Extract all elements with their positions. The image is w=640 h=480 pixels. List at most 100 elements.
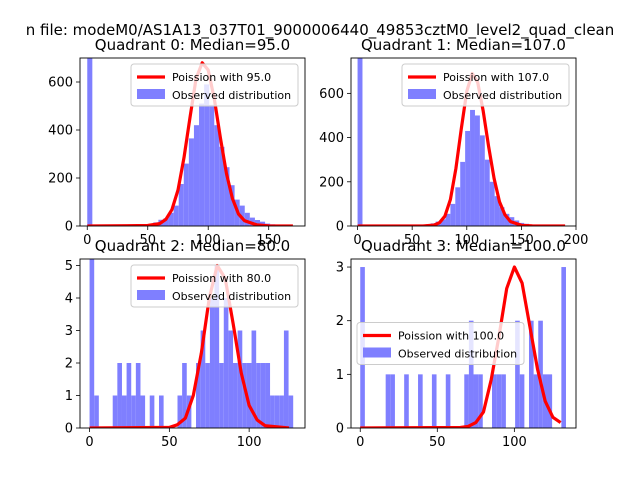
legend: Poission with 107.0 Observed distribution [402,64,569,106]
legend-label-observed: Observed distribution [398,348,517,361]
y-tick-label: 400 [48,124,73,139]
legend: Poission with 95.0 Observed distribution [131,64,298,106]
x-tick-label: 0 [85,435,93,450]
legend-label-observed: Observed distribution [443,89,562,102]
y-tick-label: 3 [65,324,73,339]
histogram-bar [214,125,219,226]
panel-quadrant-2: 0 50 100 0 1 2 3 4 5 Quadrant 2: Median=80.0 Poiss… [65,237,305,450]
histogram-bar [480,135,485,226]
legend-bar-swatch [137,89,165,99]
histogram-bar [184,164,189,226]
y-tick-label: 0 [336,422,344,437]
subplot-title: Quadrant 3: Median=100.0 [361,237,566,255]
x-tick-label: 0 [356,435,364,450]
histogram-bar [189,138,194,226]
histogram-bar [159,396,164,429]
y-tick-label: 2 [336,314,344,329]
x-tick-label: 50 [429,435,446,450]
y-tick-label: 4 [65,292,73,307]
legend-label-observed: Observed distribution [172,290,291,303]
y-tick-label: 1 [336,368,344,383]
histogram-bar [455,187,460,226]
histogram-bar [432,374,437,428]
figure: n file: modeM0/AS1A13_037T01_9000006440_… [0,0,640,480]
legend-bar-swatch [363,348,391,358]
histogram-bar [113,396,118,429]
histogram-bar [501,374,506,428]
histogram-bar [446,374,451,428]
histogram-bar [289,396,294,429]
histogram-bar [205,363,210,428]
legend-bar-swatch [137,290,165,300]
histogram-bar [358,58,363,226]
histogram-bar [127,363,132,428]
histogram-bar [131,396,136,429]
legend-label-observed: Observed distribution [172,89,291,102]
histogram-bar [534,374,539,428]
x-tick-label: 100 [237,435,262,450]
y-tick-label: 600 [319,87,344,102]
y-tick-label: 0 [65,220,73,235]
histogram-bar [136,363,141,428]
y-tick-label: 600 [48,76,73,91]
histogram-bar [90,259,95,428]
histogram-bar [475,115,480,226]
histogram-bar [284,331,289,429]
histogram-bar [279,396,284,429]
y-tick-label: 200 [48,172,73,187]
histogram-bar [390,374,395,428]
histogram-bar [450,204,455,226]
subplot-title: Quadrant 2: Median=80.0 [95,237,290,255]
legend-label-poisson: Poission with 100.0 [398,330,504,343]
histogram-bar [270,396,275,429]
y-tick-label: 5 [65,259,73,274]
legend: Poission with 100.0 Observed distribution [357,323,524,365]
histogram-bar [386,374,391,428]
y-tick-label: 2 [65,357,73,372]
histogram-bar [497,374,502,428]
y-tick-label: 0 [65,422,73,437]
histogram-bar [492,374,497,428]
legend-label-poisson: Poission with 95.0 [172,71,271,84]
x-tick-label: 50 [161,435,178,450]
histogram-bar [174,206,179,226]
histogram-bar [464,374,469,428]
legend-label-poisson: Poission with 107.0 [443,71,549,84]
histogram-bar [465,131,470,226]
histogram-bar [233,363,238,428]
y-tick-label: 200 [319,175,344,190]
histogram-bar [194,125,199,226]
y-tick-label: 3 [336,261,344,276]
x-tick-label: 0 [83,233,91,248]
subplot-title: Quadrant 0: Median=95.0 [95,36,290,54]
legend: Poission with 80.0 Observed distribution [131,265,298,307]
histogram-bar [210,298,215,428]
histogram-bar [485,160,490,226]
histogram-bar [460,162,465,226]
y-tick-label: 0 [336,220,344,235]
histogram-bar [265,363,270,428]
histogram-bar [418,374,423,428]
histogram-bar [140,396,145,429]
y-tick-label: 1 [65,389,73,404]
panel-quadrant-0: 0 50 100 150 0 200 400 600 Quadrant 0: Median=95… [48,36,305,248]
histogram-bar [87,58,92,226]
histogram-bar [228,331,233,429]
histogram-bar [94,396,99,429]
histogram-bar [219,363,224,428]
legend-bar-swatch [408,89,436,99]
histogram-bar [224,298,229,428]
histogram-bar [470,110,475,226]
histogram-bar [520,374,525,428]
x-tick-label: 100 [502,435,527,450]
histogram-bar [275,396,280,429]
legend-label-poisson: Poission with 80.0 [172,272,271,285]
histogram-bar [209,105,214,226]
histogram-bar [150,396,155,429]
figure-canvas: n file: modeM0/AS1A13_037T01_9000006440_… [0,0,640,480]
subplot-title: Quadrant 1: Median=107.0 [361,36,566,54]
panel-quadrant-3: 0 50 100 0 1 2 3 Quadrant 3: Median=100.0 Poissi… [336,237,576,450]
x-tick-label: 200 [564,233,589,248]
histogram-bar [199,104,204,226]
histogram-bar [561,267,566,428]
